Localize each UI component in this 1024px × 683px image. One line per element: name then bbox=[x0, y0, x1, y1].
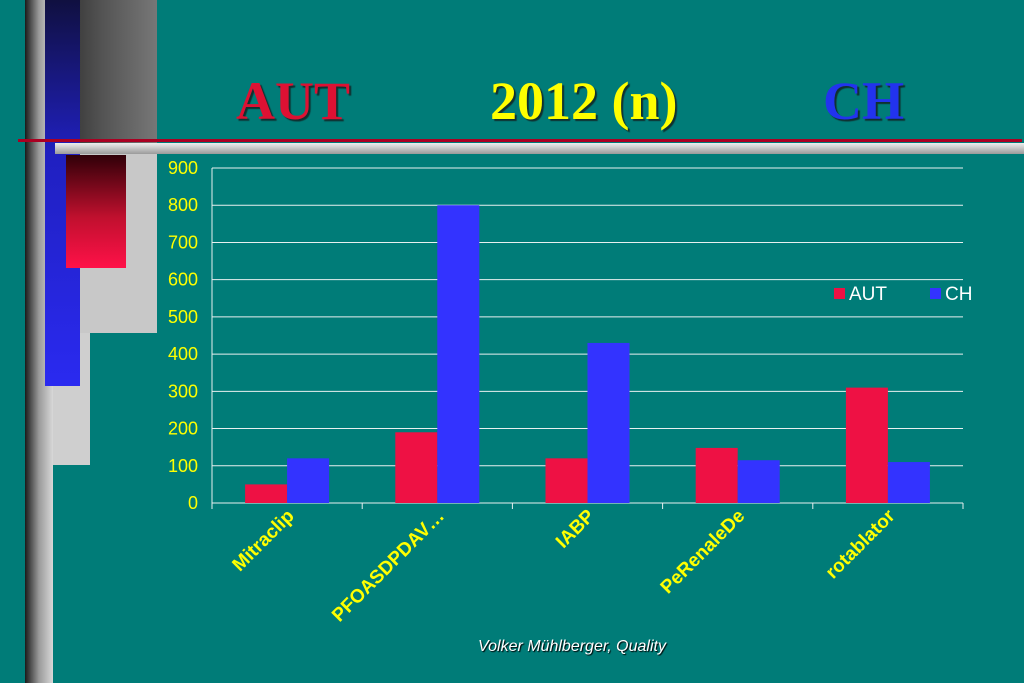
bar-ch bbox=[437, 205, 480, 503]
y-tick-label: 300 bbox=[168, 381, 198, 401]
y-tick-label: 800 bbox=[168, 195, 198, 215]
decor-gray-line bbox=[55, 143, 1024, 154]
bar-aut bbox=[395, 432, 438, 503]
y-tick-label: 900 bbox=[168, 158, 198, 178]
bar-aut bbox=[695, 447, 738, 503]
category-label: PeRenaleDe bbox=[657, 506, 750, 599]
y-tick-label: 0 bbox=[188, 493, 198, 513]
y-tick-label: 200 bbox=[168, 419, 198, 439]
legend-label-ch: CH bbox=[945, 284, 972, 305]
bar-ch bbox=[587, 342, 630, 503]
footer-text: Volker Mühlberger, Quality bbox=[478, 638, 666, 655]
y-tick-label: 500 bbox=[168, 307, 198, 327]
category-label: IABP bbox=[552, 505, 599, 552]
category-label: Mitraclip bbox=[229, 506, 299, 576]
legend-swatch-ch bbox=[930, 288, 941, 299]
decor-red-line bbox=[18, 139, 1022, 142]
legend-swatch-aut bbox=[834, 288, 845, 299]
title-aut: AUT bbox=[236, 71, 351, 131]
bar-ch bbox=[737, 460, 780, 503]
y-tick-label: 600 bbox=[168, 270, 198, 290]
y-tick-label: 100 bbox=[168, 456, 198, 476]
y-tick-label: 700 bbox=[168, 232, 198, 252]
legend-label-aut: AUT bbox=[849, 284, 887, 305]
category-label: rotablator bbox=[822, 505, 900, 583]
decor-red-block bbox=[66, 155, 126, 268]
y-tick-label: 400 bbox=[168, 344, 198, 364]
bar-aut bbox=[245, 484, 288, 503]
bar-ch bbox=[287, 458, 330, 503]
bar-ch bbox=[887, 462, 930, 503]
title-year: 2012 (n) bbox=[490, 71, 678, 131]
title-ch: CH bbox=[823, 71, 904, 131]
bar-aut bbox=[545, 458, 588, 503]
category-label: PFOASDPDAV… bbox=[328, 506, 449, 627]
bar-aut bbox=[845, 387, 888, 503]
slide-title: AUT 2012 (n) CH bbox=[0, 70, 1024, 140]
